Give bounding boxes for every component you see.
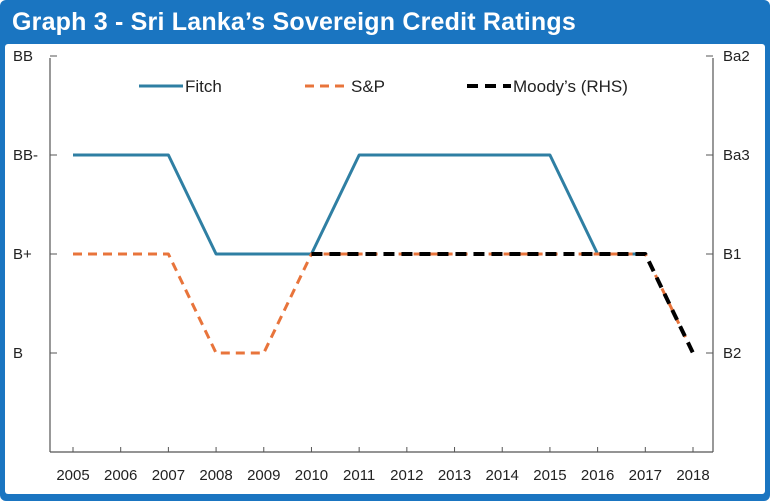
y-left-tick-label: BB (13, 48, 33, 65)
plot-panel: BB BB- B+ B Ba2 Ba3 B1 B2 2005 2006 2007 2008 2009 20… (5, 44, 765, 494)
chart-title: Graph 3 - Sri Lanka’s Sovereign Credit R… (12, 8, 576, 36)
y-left-tick-label: BB- (13, 147, 38, 164)
y-right-tick-label: Ba3 (723, 147, 750, 164)
legend-label: S&P (351, 77, 385, 96)
x-tick-label: 2009 (247, 467, 280, 484)
x-tick-label: 2012 (390, 467, 423, 484)
legend-label: Moody’s (RHS) (513, 77, 628, 96)
x-tick-label: 2008 (199, 467, 232, 484)
x-tick-label: 2015 (533, 467, 566, 484)
series-line-s-p (73, 252, 695, 355)
x-tick-label: 2006 (104, 467, 137, 484)
y-right-tick-label: B2 (723, 345, 741, 362)
x-tick-label: 2010 (295, 467, 328, 484)
legend-label: Fitch (185, 77, 222, 96)
series-line-moody-s-rhs (311, 252, 695, 354)
x-tick-label: 2014 (486, 467, 519, 484)
y-left-tick-label: B+ (13, 246, 32, 263)
x-tick-label: 2005 (56, 467, 89, 484)
x-tick-label: 2011 (343, 467, 375, 484)
x-tick-label: 2013 (438, 467, 471, 484)
y-right-tick-label: B1 (723, 246, 741, 263)
y-left-tick-label: B (13, 345, 23, 362)
series-line-fitch (73, 153, 646, 256)
x-tick-label: 2018 (676, 467, 709, 484)
y-right-tick-label: Ba2 (723, 48, 750, 65)
x-tick-label: 2017 (629, 467, 662, 484)
chart-svg: BB BB- B+ B Ba2 Ba3 B1 B2 2005 2006 2007 2008 2009 20… (13, 48, 750, 484)
x-tick-label: 2016 (581, 467, 614, 484)
x-tick-label: 2007 (152, 467, 185, 484)
